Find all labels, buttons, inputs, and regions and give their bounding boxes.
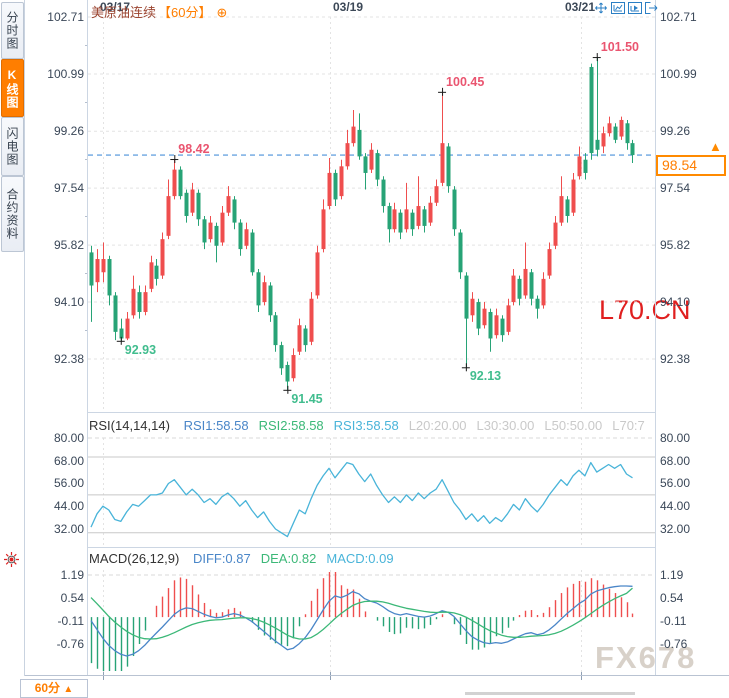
instrument-title: 美原油连续 bbox=[91, 5, 157, 20]
price-axis-label-left: 100.99 bbox=[47, 66, 84, 81]
rsi-axis-label-right: 44.00 bbox=[660, 499, 691, 514]
legend-item: L20:20.00 bbox=[408, 418, 467, 433]
chart-play-icon[interactable] bbox=[628, 2, 642, 14]
expand-icon[interactable]: ⊕ bbox=[216, 5, 228, 20]
price-axis-label-right: 95.82 bbox=[660, 238, 691, 253]
macd-axis-label-right: -0.11 bbox=[660, 614, 687, 628]
price-up-arrow: ▲ bbox=[709, 139, 722, 154]
main-chart-area[interactable] bbox=[88, 18, 655, 412]
rsi-axis-label-left: 44.00 bbox=[53, 499, 84, 514]
date-label: 03/21 bbox=[565, 0, 596, 14]
indicator-settings-icon[interactable] bbox=[3, 551, 20, 568]
period-label: 【60分】 bbox=[158, 5, 212, 20]
price-axis-label-right: 100.99 bbox=[660, 66, 697, 81]
macd-title: MACD(26,12,9) bbox=[89, 551, 180, 566]
rsi-axis-label-left: 56.00 bbox=[53, 476, 84, 491]
price-axis-label-left: 99.26 bbox=[53, 124, 84, 139]
rsi-header: RSI(14,14,14) RSI1:58.58 RSI2:58.58 RSI3:5… bbox=[89, 418, 654, 433]
price-axis-label-left: 97.54 bbox=[53, 181, 84, 196]
horizontal-scrollbar-thumb[interactable] bbox=[465, 692, 635, 695]
legend-item: MACD:0.09 bbox=[326, 551, 394, 566]
period-selector-label: 60分 bbox=[34, 681, 61, 695]
price-axis-label-left: 95.82 bbox=[53, 238, 84, 253]
macd-axis-label-right: 1.19 bbox=[660, 568, 684, 582]
legend-item: L30:30.00 bbox=[476, 418, 535, 433]
sidebar-tab-1[interactable]: K线图 bbox=[1, 59, 24, 117]
legend-item: DEA:0.82 bbox=[260, 551, 317, 566]
current-price-value: 98.54 bbox=[662, 157, 698, 173]
rsi-axis-label-right: 68.00 bbox=[660, 453, 691, 468]
watermark-l70cn: L70.CN bbox=[599, 295, 691, 325]
price-axis-label-left: 92.38 bbox=[53, 352, 84, 366]
price-axis-label-right: 102.71 bbox=[660, 10, 697, 24]
price-axis-label-left: 102.71 bbox=[47, 10, 84, 24]
exit-icon[interactable] bbox=[645, 2, 659, 14]
price-axis-label-right: 97.54 bbox=[660, 181, 691, 196]
rsi-axis-label-left: 68.00 bbox=[53, 453, 84, 468]
rsi-axis-label-right: 80.00 bbox=[660, 431, 691, 445]
rsi-title: RSI(14,14,14) bbox=[89, 418, 170, 433]
legend-item: RSI2:58.58 bbox=[258, 418, 324, 433]
period-selector-arrow: ▲ bbox=[63, 684, 74, 695]
current-price-tag: 98.54 bbox=[656, 155, 726, 176]
sidebar-tab-2[interactable]: 闪电图 bbox=[1, 117, 24, 176]
macd-pane-area[interactable] bbox=[88, 567, 655, 672]
macd-axis-label-right: 0.54 bbox=[660, 591, 684, 605]
legend-item: L70:7 bbox=[612, 418, 645, 433]
rsi-pane-area[interactable] bbox=[88, 434, 655, 547]
price-axis-label-right: 92.38 bbox=[660, 352, 691, 366]
legend-item: L50:50.00 bbox=[544, 418, 603, 433]
period-selector-button[interactable]: 60分 ▲ bbox=[20, 679, 88, 698]
price-axis-label-right: 99.26 bbox=[660, 124, 691, 139]
rsi-axis-label-right: 56.00 bbox=[660, 476, 691, 491]
rsi-axis-label-left: 32.00 bbox=[53, 521, 84, 536]
macd-header: MACD(26,12,9) DIFF:0.87 DEA:0.82 MACD:0.09 bbox=[89, 551, 654, 566]
chart-toolbar bbox=[594, 2, 659, 14]
price-axis-label-left: 94.10 bbox=[53, 295, 84, 310]
rsi-axis-label-left: 80.00 bbox=[53, 431, 84, 445]
chart-titlebar: 美原油连续 【60分】 ⊕ bbox=[91, 2, 227, 21]
chart-axis-icon[interactable] bbox=[611, 2, 625, 14]
sidebar-tab-3[interactable]: 合约资料 bbox=[1, 176, 24, 252]
pan-crosshair-icon[interactable] bbox=[594, 2, 608, 14]
macd-axis-label-left: 0.54 bbox=[60, 591, 84, 605]
legend-item: RSI3:58.58 bbox=[333, 418, 399, 433]
rsi-axis-label-right: 32.00 bbox=[660, 521, 691, 536]
sidebar-tab-0[interactable]: 分时图 bbox=[1, 2, 24, 59]
legend-item: DIFF:0.87 bbox=[192, 551, 251, 566]
sidebar: 分时图 K线图 闪电图 合约资料 bbox=[0, 0, 25, 676]
date-label: 03/19 bbox=[333, 0, 364, 14]
macd-axis-label-left: -0.11 bbox=[57, 614, 84, 628]
macd-axis-label-left: 1.19 bbox=[60, 568, 84, 582]
legend-item: RSI1:58.58 bbox=[183, 418, 249, 433]
macd-axis-label-left: -0.76 bbox=[56, 637, 84, 651]
